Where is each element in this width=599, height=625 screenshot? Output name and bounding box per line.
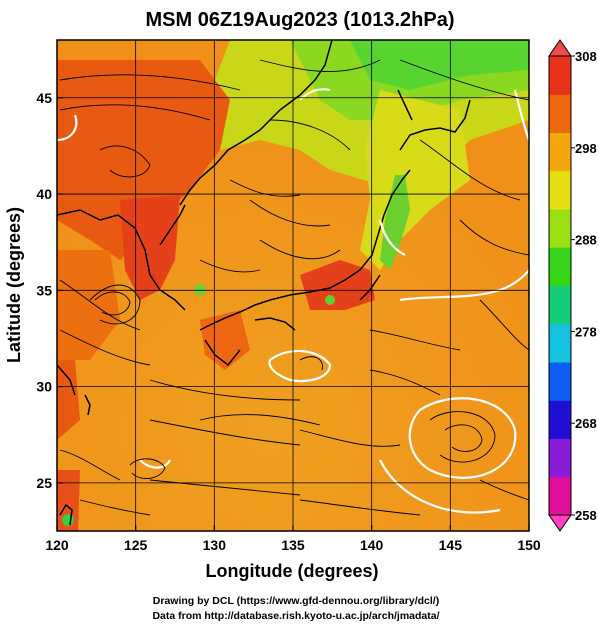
y-tick-label: 25 (36, 475, 52, 491)
colorbar-band (549, 132, 571, 172)
y-axis-title: Latitude (degrees) (4, 207, 24, 363)
x-axis-title: Longitude (degrees) (205, 561, 378, 581)
x-tick-labels: 120 125 130 135 140 145 150 (45, 525, 541, 553)
wind-streamlines (59, 59, 529, 516)
x-tick-label: 125 (124, 537, 148, 553)
credit-line-drawing: Drawing by DCL (https://www.gfd-dennou.o… (153, 595, 439, 607)
colorbar-tick-label: 258 (575, 508, 597, 523)
white-contours (57, 88, 529, 514)
colorbar-band (549, 323, 571, 363)
colorbar-band (549, 362, 571, 401)
colorbar-band (549, 476, 571, 516)
graticule (57, 40, 529, 531)
colorbar-bands (549, 56, 571, 516)
y-tick-label: 30 (36, 379, 52, 395)
y-tick-labels: 25 30 35 40 45 (36, 90, 63, 491)
x-tick-label: 140 (360, 537, 384, 553)
colorbar-top-triangle (548, 39, 572, 57)
credit-line-data: Data from http://database.rish.kyoto-u.a… (152, 610, 439, 622)
colorbar-bottom-triangle (548, 514, 572, 532)
y-tick-label: 40 (36, 186, 52, 202)
colorbar-band (549, 56, 571, 95)
colorbar-tick-label: 268 (575, 416, 597, 431)
colorbar-band (549, 400, 571, 439)
colorbar-tick-label: 298 (575, 141, 597, 156)
colorbar-tick-labels: 308 298 288 278 268 258 (571, 49, 597, 523)
colorbar-band (549, 438, 571, 478)
colorbar-tick-label: 308 (575, 49, 597, 64)
map-title: MSM 06Z19Aug2023 (1013.2hPa) (145, 9, 454, 31)
colorbar-band (549, 170, 571, 210)
x-tick-label: 120 (45, 537, 69, 553)
colorbar-frame (548, 55, 572, 516)
colorbar-band (549, 209, 571, 248)
colorbar-band (549, 247, 571, 286)
x-tick-label: 135 (281, 537, 305, 553)
colorbar-band (549, 94, 571, 133)
x-tick-label: 150 (517, 537, 541, 553)
y-tick-label: 35 (36, 282, 52, 298)
x-tick-label: 145 (439, 537, 463, 553)
coastlines (57, 40, 471, 526)
colorbar-tick-label: 288 (575, 233, 597, 248)
x-tick-label: 130 (203, 537, 227, 553)
y-tick-label: 45 (36, 90, 52, 106)
colorbar-tick-label: 278 (575, 324, 597, 339)
colorbar: 308 298 288 278 268 258 (548, 39, 597, 532)
colorbar-band (549, 285, 571, 325)
